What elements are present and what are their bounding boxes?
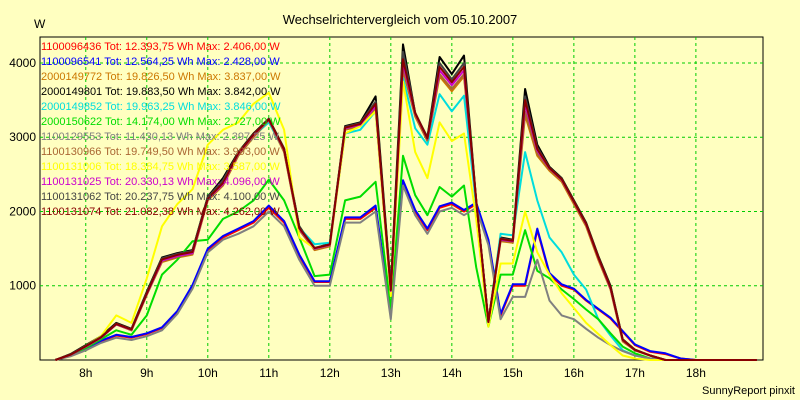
legend: 1100096436 Tot: 12.393,75 Wh Max: 2.406,… [41, 41, 281, 218]
legend-entry: 1100131062 Tot: 20.237,75 Wh Max: 4.100,… [41, 191, 280, 203]
x-tick-label: 10h [198, 366, 218, 380]
footer-credit: SunnyReport pinxit [702, 385, 795, 397]
x-tick-label: 12h [320, 366, 340, 380]
y-axis-label: W [34, 17, 46, 31]
legend-entry: 1100096541 Tot: 12.564,25 Wh Max: 2.428,… [41, 56, 280, 68]
y-tick-label: 4000 [9, 56, 36, 70]
x-tick-label: 17h [625, 366, 645, 380]
legend-entry: 1100096436 Tot: 12.393,75 Wh Max: 2.406,… [41, 41, 280, 53]
legend-entry: 1100131006 Tot: 18.384,75 Wh Max: 3.587,… [41, 161, 280, 173]
x-tick-label: 13h [381, 366, 401, 380]
x-tick-label: 16h [564, 366, 584, 380]
y-tick-label: 3000 [9, 130, 36, 144]
legend-entry: 2000149852 Tot: 19.963,25 Wh Max: 3.846,… [41, 101, 281, 113]
legend-entry: 1100130966 Tot: 19.749,50 Wh Max: 3.993,… [41, 146, 280, 158]
legend-entry: 1100129553 Tot: 11.430,13 Wh Max: 2.397,… [41, 131, 280, 143]
legend-entry: 1100131025 Tot: 20.330,13 Wh Max: 4.096,… [41, 176, 280, 188]
legend-entry: 2000150622 Tot: 14.174,00 Wh Max: 2.727,… [41, 116, 281, 128]
chart-title: Wechselrichtervergleich vom 05.10.2007 [283, 12, 518, 27]
series-line-6 [55, 184, 757, 361]
series-line-1 [55, 179, 757, 361]
legend-entry: 2000149772 Tot: 19.826,50 Wh Max: 3.837,… [41, 71, 281, 83]
legend-entry: 1100131074 Tot: 21.082,38 Wh Max: 4.262,… [41, 206, 280, 218]
y-tick-label: 2000 [9, 204, 36, 218]
x-tick-label: 8h [79, 366, 92, 380]
x-tick-label: 14h [442, 366, 462, 380]
series-lines [54, 43, 757, 361]
y-tick-label: 1000 [9, 279, 36, 293]
x-tick-label: 9h [140, 366, 153, 380]
series-line-11 [54, 58, 757, 361]
x-tick-label: 11h [259, 366, 278, 380]
axis-ticks: 8h 9h 10h 11h 12h 13h 14h 15h 16h 17h 18h 1000 2000 3… [9, 56, 706, 380]
x-tick-label: 15h [503, 366, 523, 380]
legend-entry: 2000149801 Tot: 19.883,50 Wh Max: 3.842,… [41, 86, 281, 98]
x-tick-label: 18h [686, 366, 706, 380]
series-line-8 [54, 80, 757, 361]
